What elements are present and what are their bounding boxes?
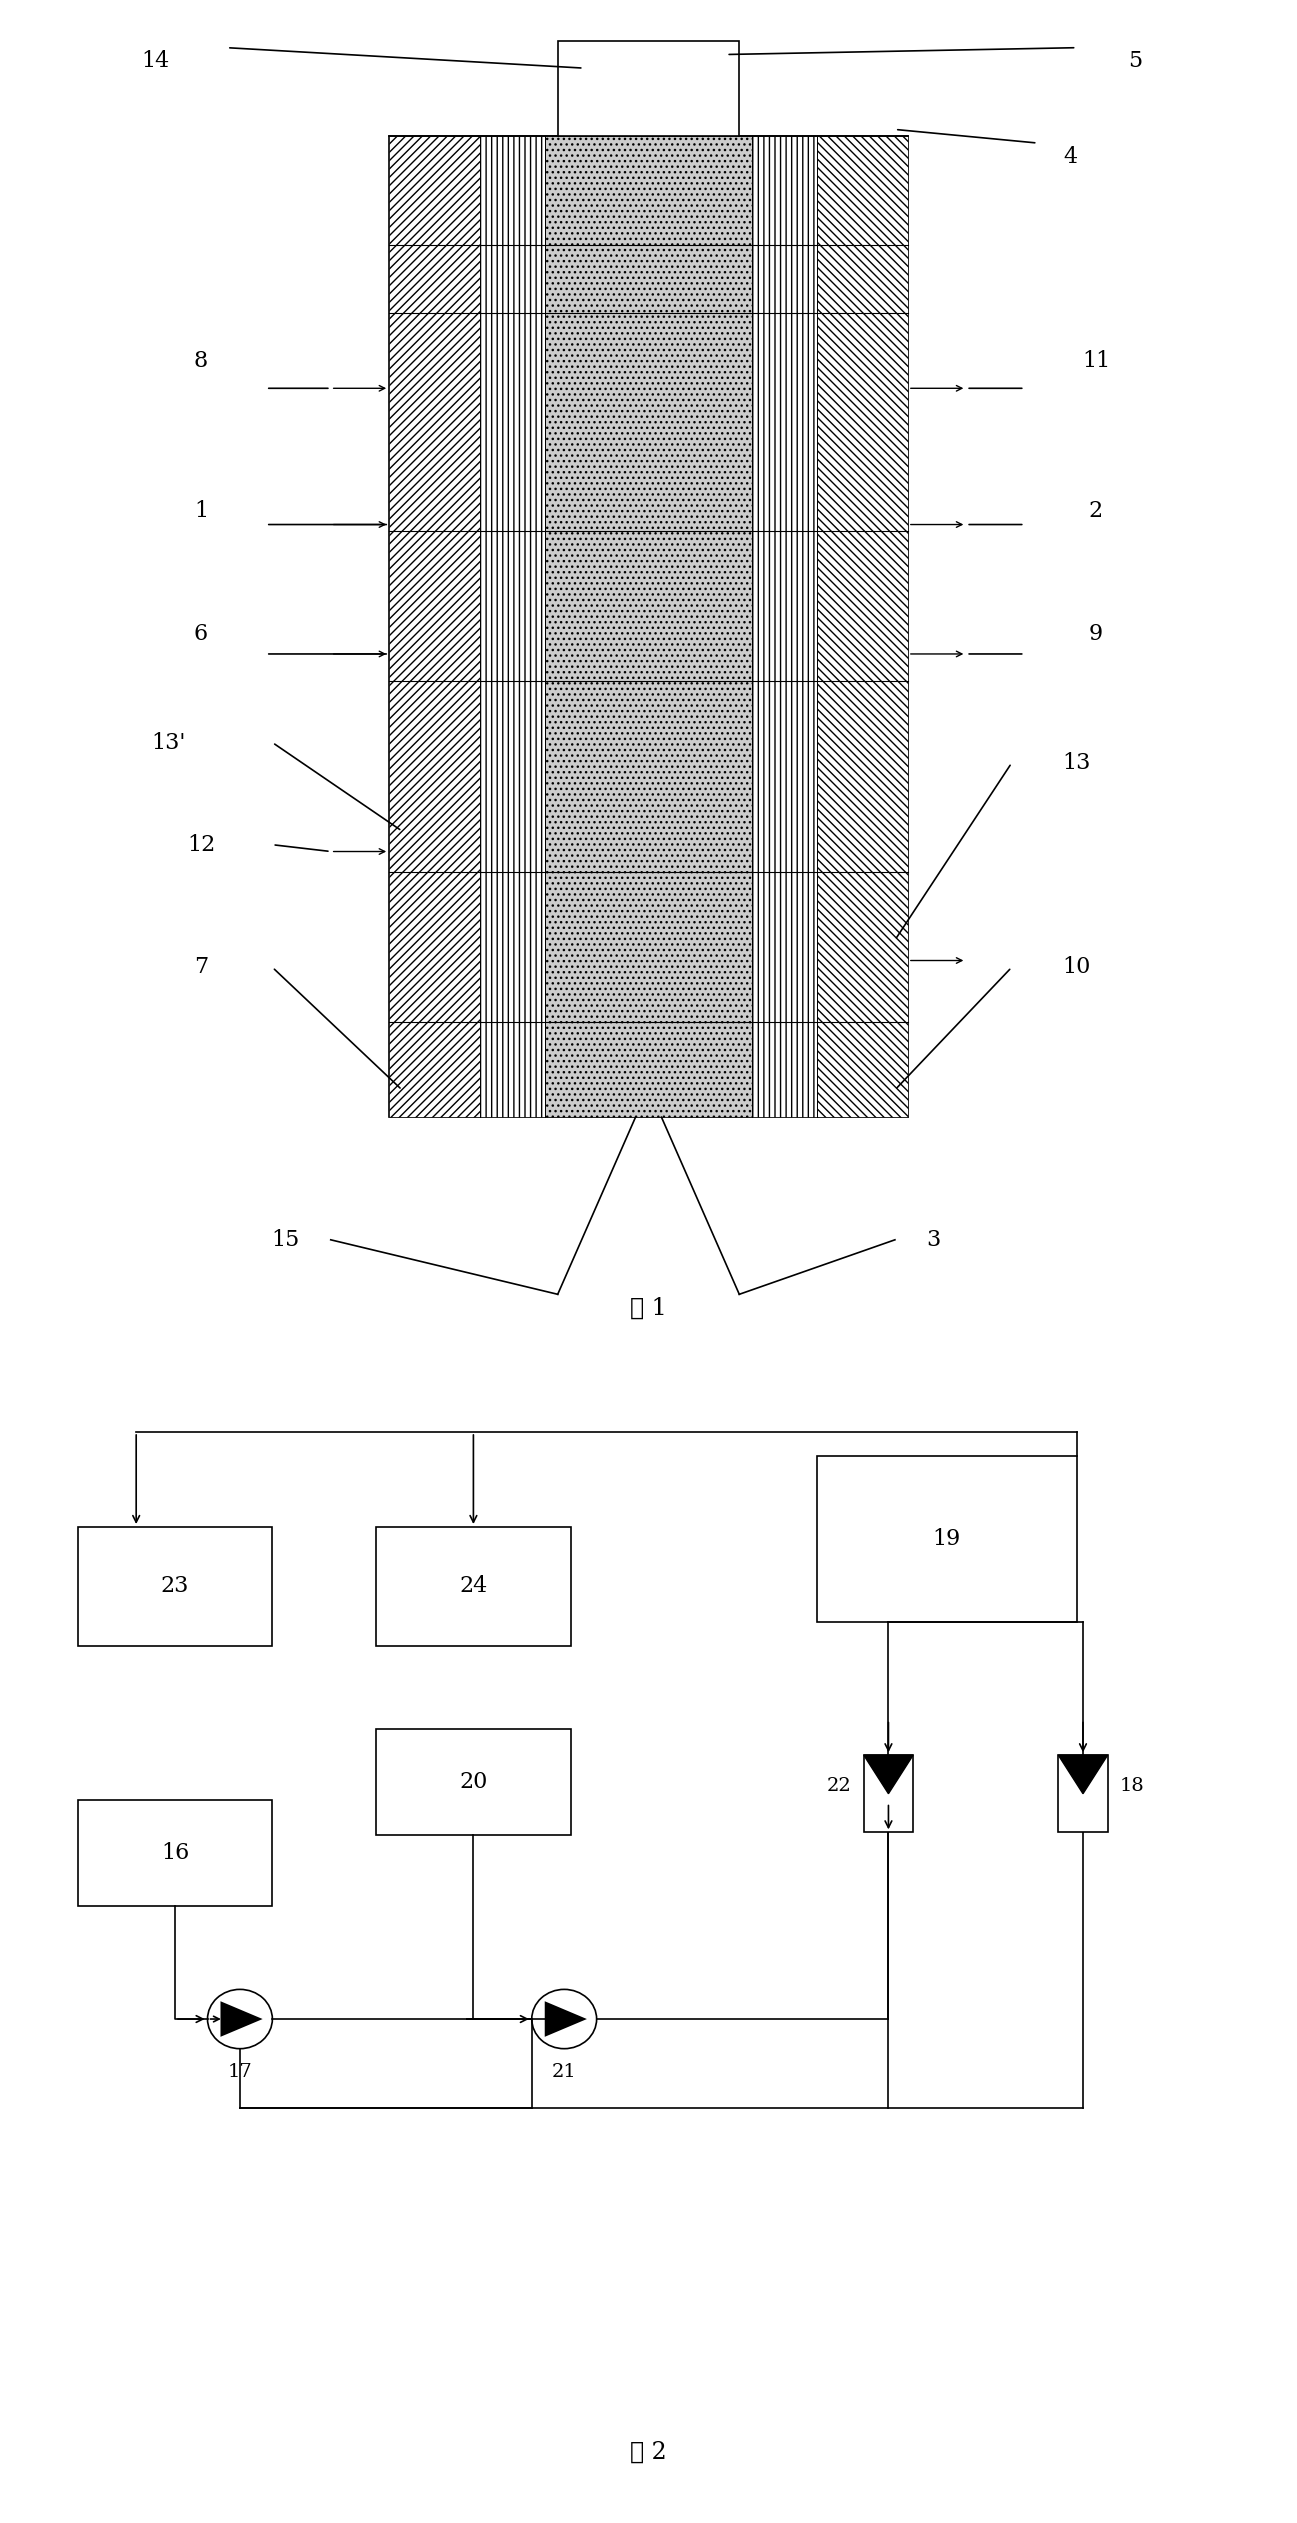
Text: 24: 24 xyxy=(459,1574,488,1597)
Bar xyxy=(545,136,752,1118)
Text: 5: 5 xyxy=(1128,50,1141,73)
Text: 13: 13 xyxy=(1062,752,1091,775)
Text: 10: 10 xyxy=(1062,956,1091,979)
Bar xyxy=(389,136,908,1118)
Text: 11: 11 xyxy=(1082,351,1110,371)
Text: 15: 15 xyxy=(271,1229,300,1251)
Text: 22: 22 xyxy=(826,1776,852,1794)
Bar xyxy=(864,1756,913,1832)
Text: 2: 2 xyxy=(1089,500,1102,522)
Text: 19: 19 xyxy=(933,1529,961,1549)
Polygon shape xyxy=(864,1756,913,1794)
Bar xyxy=(817,1456,1077,1622)
Text: 9: 9 xyxy=(1089,623,1102,643)
Text: 1: 1 xyxy=(195,500,208,522)
Text: 12: 12 xyxy=(187,833,215,855)
Polygon shape xyxy=(1058,1756,1108,1794)
Bar xyxy=(480,136,545,1118)
Text: 图 1: 图 1 xyxy=(630,1297,667,1320)
Bar xyxy=(376,1728,571,1834)
Text: 8: 8 xyxy=(195,351,208,371)
Text: 13': 13' xyxy=(152,732,185,754)
Bar xyxy=(78,1799,272,1907)
Text: 7: 7 xyxy=(195,956,208,979)
Text: 3: 3 xyxy=(927,1229,940,1251)
Bar xyxy=(1058,1756,1108,1832)
Bar xyxy=(376,1526,571,1645)
Text: 14: 14 xyxy=(141,50,170,73)
Text: 6: 6 xyxy=(195,623,208,643)
Bar xyxy=(78,1526,272,1645)
Text: 16: 16 xyxy=(161,1842,189,1864)
Text: 17: 17 xyxy=(227,2064,253,2081)
Bar xyxy=(389,136,480,1118)
Bar xyxy=(752,136,817,1118)
Bar xyxy=(817,136,908,1118)
Polygon shape xyxy=(220,2001,262,2036)
Text: 20: 20 xyxy=(459,1771,488,1794)
Text: 21: 21 xyxy=(551,2064,577,2081)
Text: 23: 23 xyxy=(161,1574,189,1597)
Text: 4: 4 xyxy=(1064,146,1077,167)
Bar xyxy=(558,40,739,136)
Text: 图 2: 图 2 xyxy=(630,2440,667,2462)
Polygon shape xyxy=(545,2001,586,2036)
Text: 18: 18 xyxy=(1119,1776,1145,1794)
